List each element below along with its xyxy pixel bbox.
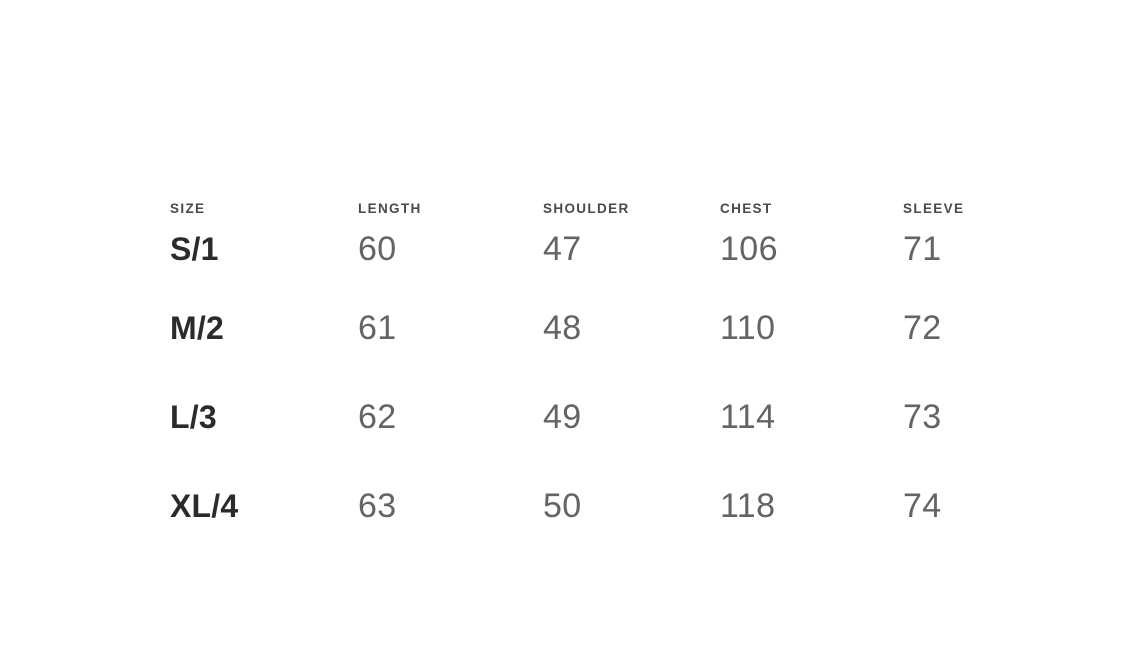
size-chart-table: SIZE LENGTH SHOULDER CHEST SLEEVE S/1 60… [0, 0, 1125, 550]
cell-length: 63 [358, 486, 397, 525]
left-spacer [0, 215, 170, 283]
left-spacer [0, 283, 170, 372]
cell-sleeve: 71 [903, 230, 942, 268]
table-row: S/1 60 47 106 71 [0, 215, 1125, 283]
cell-length: 62 [358, 397, 397, 436]
column-header-length: LENGTH [358, 200, 422, 216]
table-row: XL/4 63 50 118 74 [0, 461, 1125, 550]
cell-sleeve: 74 [903, 486, 942, 525]
table-row: M/2 61 48 110 72 [0, 283, 1125, 372]
cell-chest: 110 [720, 308, 776, 347]
left-spacer [0, 372, 170, 461]
cell-chest: 114 [720, 397, 776, 436]
column-header-shoulder: SHOULDER [543, 200, 630, 216]
cell-size: S/1 [170, 231, 219, 267]
table-row: L/3 62 49 114 73 [0, 372, 1125, 461]
column-header-chest: CHEST [720, 200, 773, 216]
left-spacer [0, 0, 170, 215]
column-header-size: SIZE [170, 200, 206, 216]
cell-size: XL/4 [170, 487, 239, 524]
cell-length: 61 [358, 308, 397, 347]
cell-shoulder: 49 [543, 397, 582, 436]
cell-chest: 118 [720, 486, 776, 525]
cell-shoulder: 50 [543, 486, 582, 525]
header-row: SIZE LENGTH SHOULDER CHEST SLEEVE [0, 0, 1125, 215]
cell-size: M/2 [170, 309, 224, 346]
cell-size: L/3 [170, 398, 217, 435]
cell-chest: 106 [720, 230, 778, 268]
table-header: SIZE LENGTH SHOULDER CHEST SLEEVE [0, 0, 1125, 215]
cell-shoulder: 48 [543, 308, 582, 347]
column-header-sleeve: SLEEVE [903, 200, 965, 216]
cell-length: 60 [358, 230, 397, 268]
left-spacer [0, 461, 170, 550]
cell-sleeve: 73 [903, 397, 942, 436]
cell-shoulder: 47 [543, 230, 582, 268]
cell-sleeve: 72 [903, 308, 942, 347]
table-body: S/1 60 47 106 71 M/2 61 48 110 72 L/3 62… [0, 215, 1125, 550]
